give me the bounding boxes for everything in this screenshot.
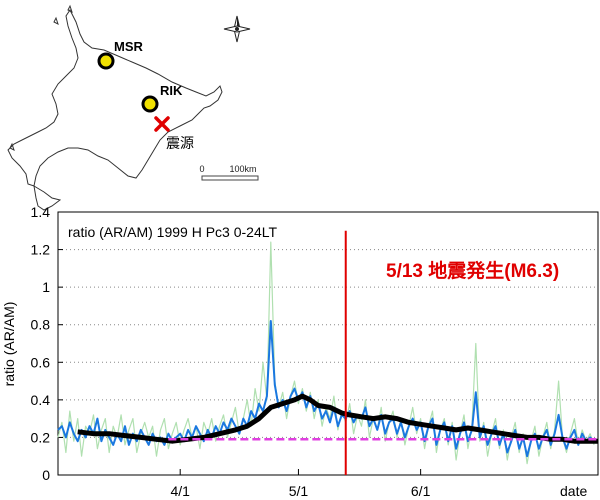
y-axis: 0 0.2 0.4 0.6 0.8 1 1.2 1.4	[31, 204, 63, 483]
y-tick-label: 0.6	[31, 354, 51, 370]
chart: 0 0.2 0.4 0.6 0.8 1 1.2 1.4 4/1 5/1 6/1 5/13 地震発生…	[1, 204, 599, 499]
station-label: RIK	[160, 83, 183, 98]
x-axis: 4/1 5/1 6/1	[170, 469, 431, 499]
island	[9, 142, 15, 151]
y-tick-label: 0	[42, 467, 50, 483]
y-tick-label: 0.2	[31, 429, 51, 445]
station-marker	[141, 95, 159, 113]
station-marker	[97, 52, 115, 70]
event-label: 5/13 地震発生(M6.3)	[386, 259, 559, 282]
y-tick-label: 1.2	[31, 242, 51, 258]
y-tick-label: 1.4	[31, 204, 51, 220]
y-tick-label: 1	[42, 279, 50, 295]
y-tick-label: 0.8	[31, 317, 51, 333]
peninsula	[33, 185, 62, 211]
x-tick-label: 4/1	[170, 483, 190, 499]
hokkaido-map: MSR RIK 震源 0 100km	[7, 4, 259, 211]
epicenter-cross-icon	[154, 116, 170, 132]
station-rik: RIK	[141, 83, 183, 113]
x-tick-label: 5/1	[289, 483, 309, 499]
y-tick-label: 0.4	[31, 392, 51, 408]
island	[53, 16, 59, 25]
compass-icon	[223, 15, 251, 43]
station-label: MSR	[114, 39, 144, 54]
station-msr: MSR	[97, 39, 144, 70]
epicenter-label: 震源	[166, 135, 194, 151]
epicenter: 震源	[154, 116, 194, 151]
scale-label-100km: 100km	[229, 164, 256, 174]
x-tick-label: 6/1	[411, 483, 431, 499]
plot-frame	[57, 211, 599, 476]
island	[67, 4, 73, 13]
scale-bar: 0 100km	[199, 164, 259, 181]
coastline	[7, 9, 223, 187]
chart-title: ratio (AR/AM) 1999 H Pc3 0-24LT	[68, 224, 277, 240]
x-axis-label: date	[560, 483, 587, 499]
scale-label-zero: 0	[199, 164, 204, 174]
y-axis-label: ratio (AR/AM)	[1, 302, 17, 387]
series-line-average	[77, 393, 598, 444]
